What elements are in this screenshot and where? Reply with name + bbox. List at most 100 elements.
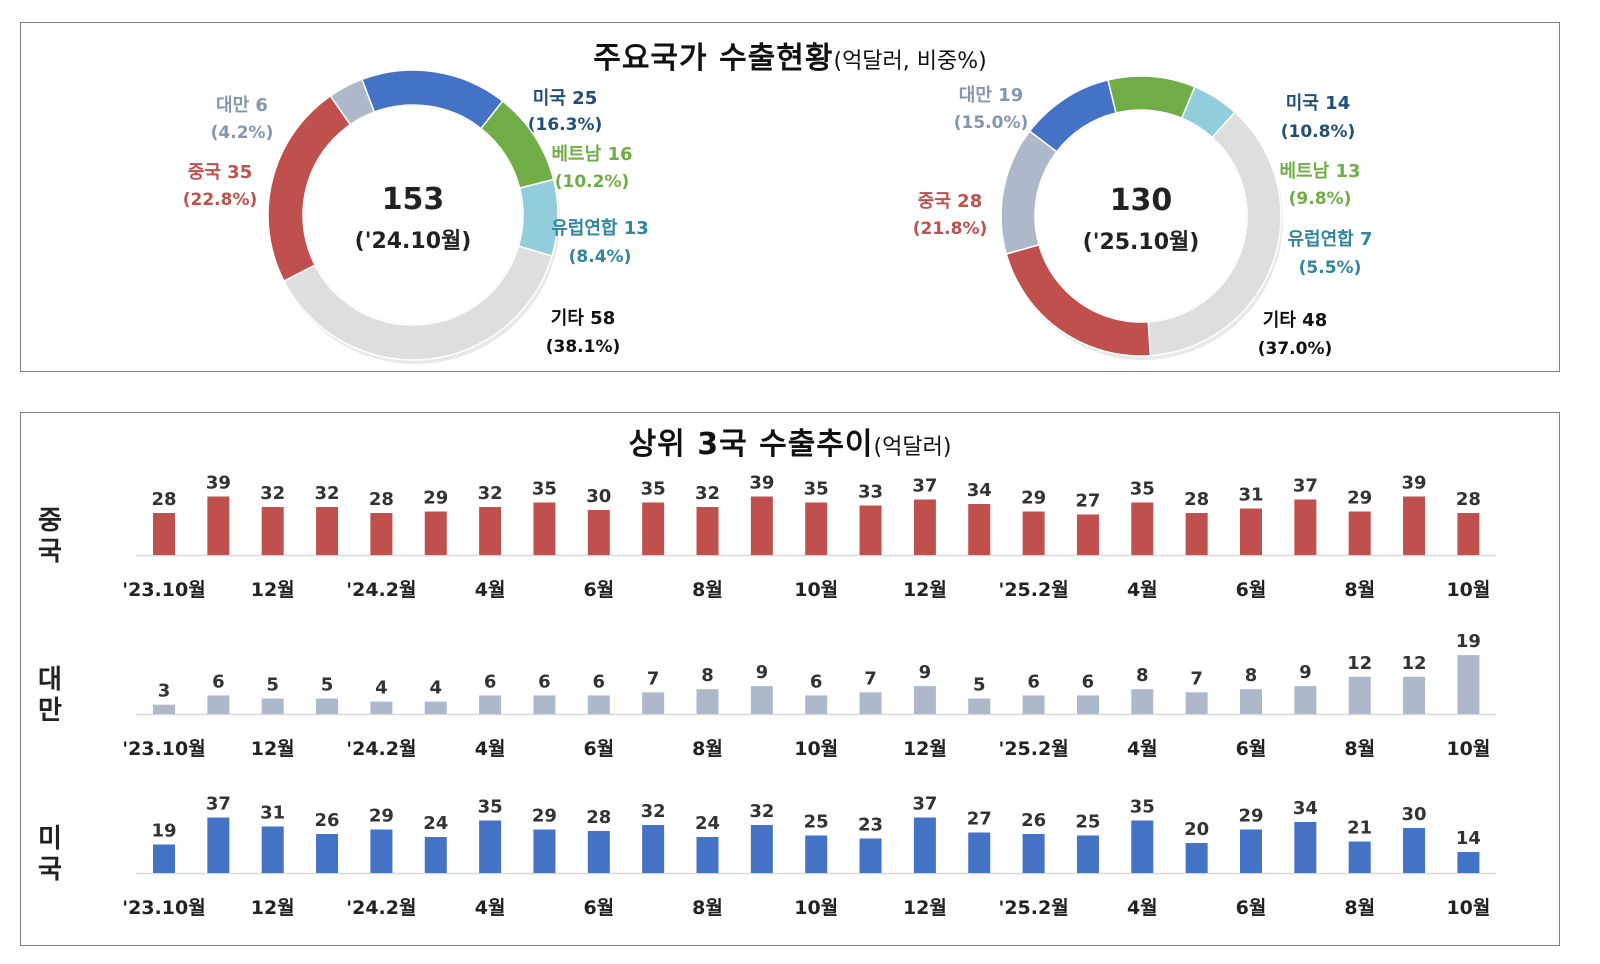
donut-center-value: 130 — [1110, 183, 1173, 218]
bar-value-label-taiwan: 8 — [701, 665, 714, 686]
bar-usa — [1240, 829, 1262, 873]
bar-value-label-taiwan: 7 — [864, 668, 877, 689]
bar-value-label-china: 35 — [641, 479, 666, 500]
slice-label-other: 기타 48 — [1263, 310, 1327, 331]
x-tick-label-taiwan: 8월 — [692, 738, 723, 760]
bar-usa — [968, 832, 991, 873]
bar-taiwan — [479, 695, 502, 714]
slice-share-vietnam: (9.8%) — [1289, 189, 1352, 209]
x-tick-label-usa: 4월 — [1127, 897, 1158, 919]
slice-share-eu: (5.5%) — [1299, 258, 1362, 278]
bar-value-label-china: 28 — [1456, 489, 1481, 510]
bar-value-label-taiwan: 6 — [1082, 671, 1095, 692]
bar-taiwan — [968, 698, 991, 714]
bar-usa — [1022, 834, 1045, 873]
bar-value-label-usa: 26 — [315, 810, 340, 831]
donut-center-label: ('25.10월) — [1083, 230, 1200, 255]
slice-share-other: (38.1%) — [546, 337, 621, 357]
x-tick-label-china: 6월 — [1236, 579, 1267, 601]
bar-usa — [1185, 843, 1208, 873]
bar-china — [1240, 508, 1262, 555]
slice-share-vietnam: (10.2%) — [555, 172, 630, 192]
bar-usa — [153, 844, 175, 873]
series-name-china-1: 중 — [38, 506, 62, 536]
x-tick-label-usa: '25.2월 — [999, 897, 1069, 919]
top-title: 주요국가 수출현황(억달러, 비중%) — [21, 33, 1559, 77]
slice-label-vietnam: 베트남 13 — [1280, 161, 1361, 182]
bar-china — [1348, 511, 1371, 555]
donut-center-value: 153 — [382, 182, 445, 217]
donut-center-label: ('24.10월) — [355, 229, 472, 254]
slice-label-vietnam: 베트남 16 — [552, 144, 633, 165]
x-tick-label-china: 8월 — [1344, 579, 1375, 601]
bar-china — [370, 513, 393, 555]
bar-china — [805, 502, 828, 555]
bar-value-label-usa: 35 — [478, 797, 503, 818]
bar-value-label-usa: 19 — [151, 821, 176, 842]
series-name-usa-2: 국 — [38, 855, 62, 885]
slice-share-china: (22.8%) — [183, 190, 258, 210]
x-tick-label-usa: 8월 — [692, 897, 723, 919]
bar-value-label-china: 29 — [423, 488, 448, 509]
bar-value-label-china: 31 — [1238, 485, 1263, 506]
bar-value-label-china: 39 — [749, 473, 774, 494]
bar-taiwan — [750, 686, 773, 714]
x-tick-label-taiwan: 8월 — [1344, 738, 1375, 760]
bar-value-label-china: 37 — [912, 476, 937, 497]
x-tick-label-taiwan: 4월 — [475, 738, 506, 760]
bar-value-label-usa: 37 — [206, 794, 231, 815]
bar-taiwan — [805, 695, 828, 714]
bar-taiwan — [1022, 695, 1045, 714]
bar-value-label-taiwan: 19 — [1456, 631, 1481, 652]
bar-taiwan — [261, 698, 284, 714]
slice-label-usa: 미국 14 — [1286, 93, 1350, 114]
bar-value-label-taiwan: 6 — [593, 671, 606, 692]
bar-value-label-usa: 26 — [1021, 810, 1046, 831]
bar-value-label-taiwan: 9 — [756, 662, 769, 683]
bar-taiwan — [207, 695, 230, 714]
bar-china — [533, 502, 556, 555]
bar-value-label-usa: 24 — [423, 813, 448, 834]
bar-usa — [642, 825, 665, 873]
top-title-unit: (억달러, 비중%) — [833, 49, 987, 74]
bar-value-label-taiwan: 4 — [429, 678, 442, 699]
bar-usa — [1076, 835, 1099, 873]
bar-value-label-china: 29 — [1021, 488, 1046, 509]
top-title-main: 주요국가 수출현황 — [593, 41, 834, 76]
bar-taiwan — [370, 701, 393, 714]
bar-usa — [1403, 828, 1426, 873]
bar-china — [207, 496, 230, 555]
bar-taiwan — [1457, 655, 1480, 714]
bar-value-label-china: 35 — [1130, 479, 1155, 500]
slice-label-taiwan: 대만 19 — [959, 85, 1023, 106]
bar-usa — [750, 825, 773, 873]
bar-value-label-taiwan: 5 — [973, 675, 986, 696]
bar-value-label-usa: 20 — [1184, 819, 1209, 840]
x-tick-label-china: '23.10월 — [122, 579, 205, 601]
bar-value-label-china: 30 — [586, 486, 611, 507]
slice-share-taiwan: (15.0%) — [954, 113, 1029, 133]
x-tick-label-taiwan: 10월 — [794, 738, 838, 760]
bar-value-label-taiwan: 6 — [1027, 671, 1040, 692]
bar-value-label-taiwan: 6 — [484, 671, 497, 692]
bar-china — [424, 511, 447, 555]
bar-taiwan — [153, 704, 175, 714]
bar-usa — [587, 831, 610, 873]
bar-taiwan — [533, 695, 556, 714]
bar-china — [913, 499, 936, 555]
bar-usa — [533, 829, 556, 873]
bar-usa — [207, 817, 230, 873]
bar-value-label-usa: 14 — [1456, 828, 1481, 849]
bar-usa — [1457, 852, 1480, 873]
bar-value-label-china: 32 — [478, 483, 503, 504]
x-tick-label-usa: 8월 — [1344, 897, 1375, 919]
bar-value-label-china: 39 — [1402, 473, 1427, 494]
bottom-title-unit: (억달러) — [873, 435, 952, 460]
bar-china — [1403, 496, 1426, 555]
bar-china — [696, 507, 719, 555]
bar-taiwan — [1185, 692, 1208, 714]
bar-value-label-china: 37 — [1293, 476, 1318, 497]
bar-usa — [424, 837, 447, 873]
slice-share-eu: (8.4%) — [569, 247, 632, 267]
bar-value-label-china: 35 — [804, 479, 829, 500]
